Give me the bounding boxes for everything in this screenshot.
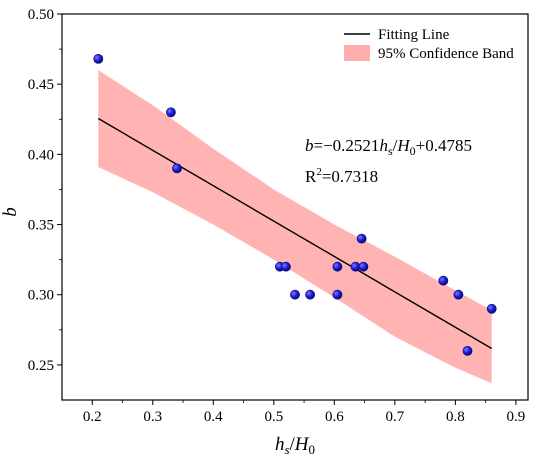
y-tick-label: 0.45 (28, 77, 54, 93)
y-tick-label: 0.35 (28, 218, 54, 234)
data-point-6 (290, 289, 300, 300)
legend-band-swatch (344, 45, 370, 61)
x-axis-label: hs/H0 (275, 434, 315, 457)
x-tick-label: 0.3 (143, 409, 162, 425)
data-point-2 (165, 107, 176, 118)
data-point-12 (358, 261, 369, 272)
data-point-8 (332, 261, 343, 272)
data-point-11 (356, 233, 367, 244)
data-point-13 (438, 275, 449, 286)
y-tick-label: 0.50 (28, 7, 54, 23)
data-point-1 (93, 54, 104, 64)
plot-frame (61, 13, 529, 401)
data-point-3 (172, 163, 182, 174)
y-tick-label: 0.30 (28, 288, 54, 304)
legend-fit-line-label: Fitting Line (378, 27, 450, 43)
confidence-band-layer (98, 70, 492, 384)
data-point-15 (462, 345, 473, 356)
y-tick-label: 0.40 (28, 147, 54, 163)
fitting-line (97, 117, 493, 350)
equation-annotation: b=−0.2521hs/H0+0.4785 (305, 136, 472, 158)
confidence-band (98, 70, 492, 384)
data-point-5 (280, 261, 291, 272)
legend: Fitting Line 95% Confidence Band (344, 27, 514, 62)
y-axis-ticks: 0.25 0.30 0.35 0.40 0.45 0.50 (28, 7, 62, 374)
x-tick-label: 0.4 (204, 409, 223, 425)
y-tick-label: 0.25 (28, 358, 54, 374)
fit-line-layer (97, 117, 493, 350)
x-tick-label: 0.7 (385, 409, 404, 425)
x-tick-label: 0.5 (264, 409, 283, 425)
y-axis-label: b (0, 207, 21, 217)
x-tick-label: 0.6 (325, 409, 344, 425)
x-tick-label: 0.2 (83, 409, 102, 425)
data-point-14 (453, 289, 464, 300)
r-squared-annotation: R2=0.7318 (305, 166, 378, 186)
x-tick-label: 0.8 (446, 409, 465, 425)
legend-band-label: 95% Confidence Band (378, 46, 514, 62)
x-tick-label: 0.9 (507, 409, 526, 425)
points-layer (93, 54, 497, 356)
data-point-9 (332, 289, 343, 300)
data-point-16 (486, 303, 497, 314)
x-axis-ticks: 0.2 0.3 0.4 0.5 0.6 0.7 0.8 0.9 (83, 400, 525, 425)
data-point-7 (305, 289, 315, 300)
